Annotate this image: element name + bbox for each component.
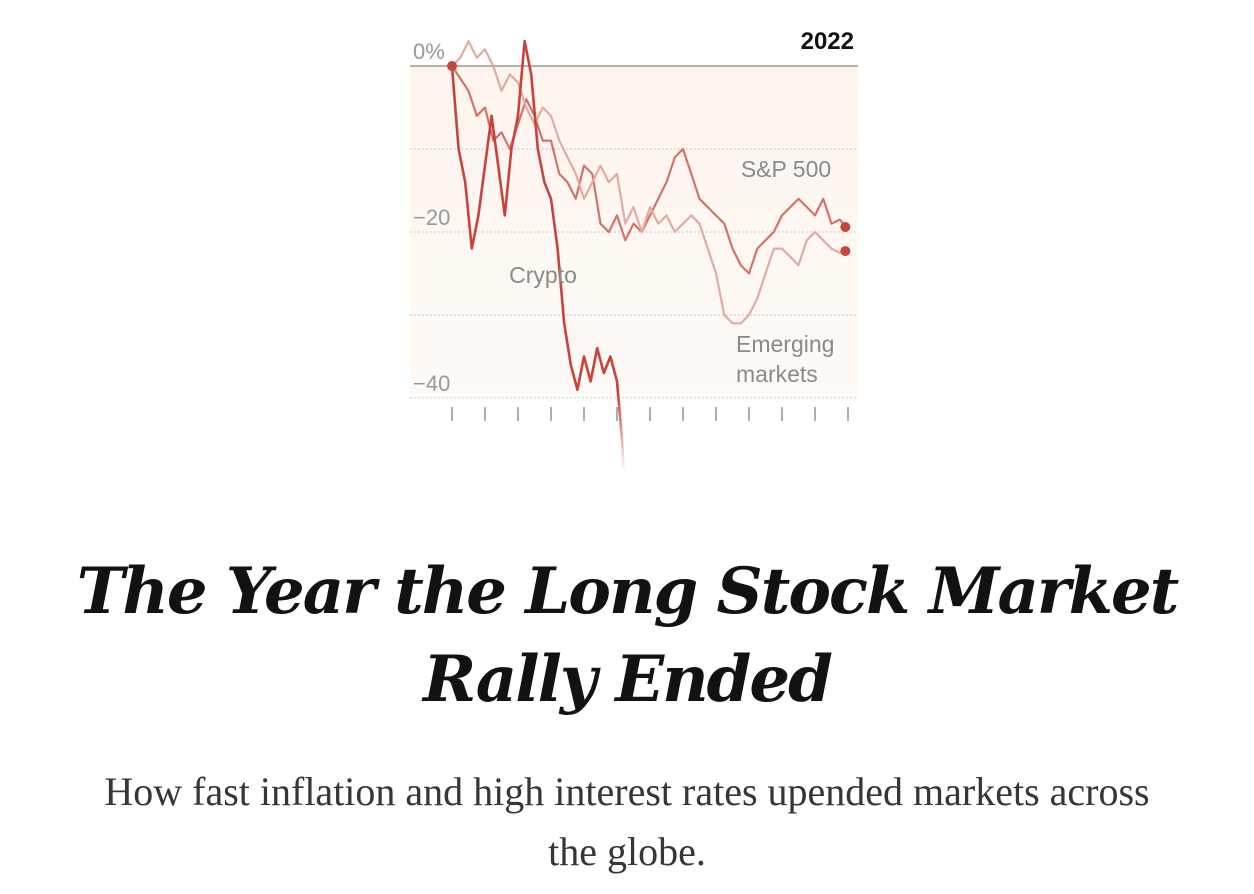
chart-title: 2022 bbox=[801, 28, 854, 55]
line-chart: 0% −20 −40 2022 S&P 500 Emerging markets Crypto bbox=[410, 28, 858, 499]
series-line-crypto bbox=[450, 39, 627, 499]
series-line-emerging-markets bbox=[450, 40, 848, 325]
series-line-sp-500 bbox=[450, 64, 848, 275]
page-title: The Year the Long Stock Market Rally End… bbox=[76, 554, 1180, 717]
series-label-sp-500: S&P 500 bbox=[741, 156, 831, 182]
y-tick-label: 0% bbox=[413, 39, 445, 64]
end-dot-sp-500 bbox=[840, 222, 851, 233]
end-dot-emerging-markets bbox=[840, 246, 851, 257]
chart: 0% −20 −40 2022 S&P 500 Emerging markets Crypto bbox=[410, 28, 858, 499]
subtitle: How fast inflation and high interest rat… bbox=[104, 769, 1150, 874]
start-dot bbox=[447, 61, 457, 71]
y-tick-label: −40 bbox=[413, 371, 450, 396]
y-tick-label: −20 bbox=[413, 205, 450, 230]
series-label-emerging-markets: Emerging markets bbox=[736, 331, 834, 387]
series-label-crypto: Crypto bbox=[509, 262, 577, 288]
